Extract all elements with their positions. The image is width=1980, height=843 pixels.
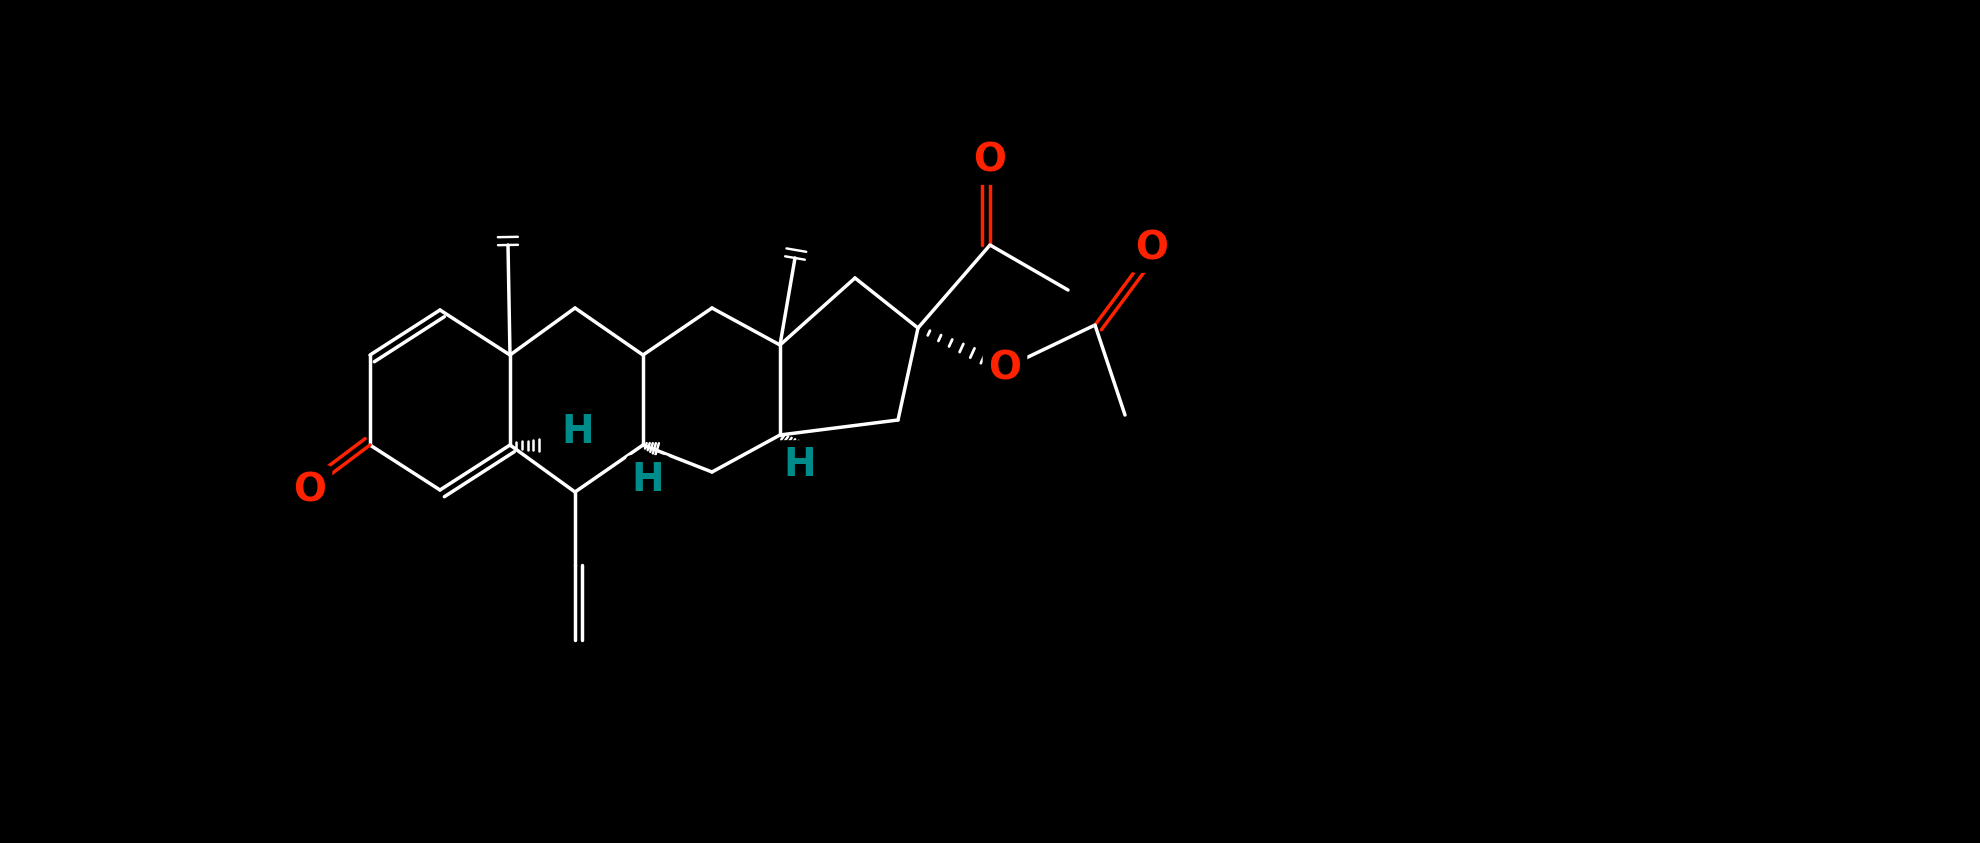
Text: H: H [632,461,665,499]
Text: O: O [974,141,1006,179]
Text: O: O [988,349,1022,387]
Text: O: O [293,471,327,509]
Text: H: H [784,446,816,484]
Text: H: H [562,413,594,451]
Text: O: O [1135,229,1168,267]
